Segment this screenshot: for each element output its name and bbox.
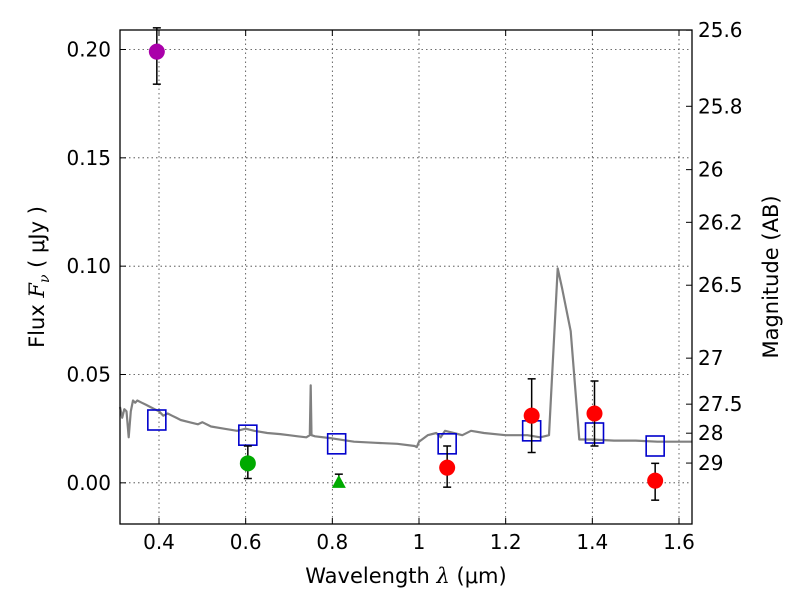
y-tick-label: 0.20 [66,38,111,62]
grid [120,30,692,524]
x-tick-label: 0.6 [230,530,262,554]
x-tick-label: 0.8 [316,530,348,554]
data-point [586,405,603,422]
data-point [239,455,256,472]
y2-tick-label: 29 [698,451,723,475]
x-tick-label: 1 [413,530,426,554]
y2-tick-label: 27 [698,346,723,370]
y2-tick-label: 26 [698,158,723,182]
y-tick-label: 0.10 [66,254,111,278]
x-axis-label: Wavelength λ (μm) [305,564,506,588]
y-axis-label: Flux Fν ( μJy ) [25,206,53,348]
y-tick-label: 0.05 [66,363,111,387]
x-tick-label: 1.2 [490,530,522,554]
data-point [439,459,456,476]
plot-area [118,27,692,501]
x-tick-label: 1.4 [576,530,608,554]
y2-tick-label: 26.2 [698,210,743,234]
model-flux-square [147,409,167,431]
data-point [523,407,540,424]
plot-frame [119,29,693,525]
y2-tick-label: 25.8 [698,94,743,118]
model-flux-square [238,424,258,446]
y2-tick-label: 26.5 [698,273,743,297]
data-point [647,472,664,489]
y2-axis-label: Magnitude (AB) [759,195,783,358]
y-tick-label: 0.15 [66,146,111,170]
model-flux-square [326,433,347,455]
y2-tick-label: 28 [698,421,723,445]
model-spectrum-line [118,267,692,449]
axis-ticks: 0.4 0.6 0.8 1 1.2 1.4 1.6 0.00 0.05 0.10 0.15 0.20 2… [66,18,742,554]
model-flux-square [645,435,665,457]
x-tick-label: 0.4 [143,530,175,554]
upper-limit-triangle [331,474,346,488]
y2-tick-label: 27.5 [698,392,743,416]
x-tick-label: 1.6 [663,530,695,554]
y-tick-label: 0.00 [66,471,111,495]
data-point [148,43,165,60]
y2-tick-label: 25.6 [698,18,743,42]
